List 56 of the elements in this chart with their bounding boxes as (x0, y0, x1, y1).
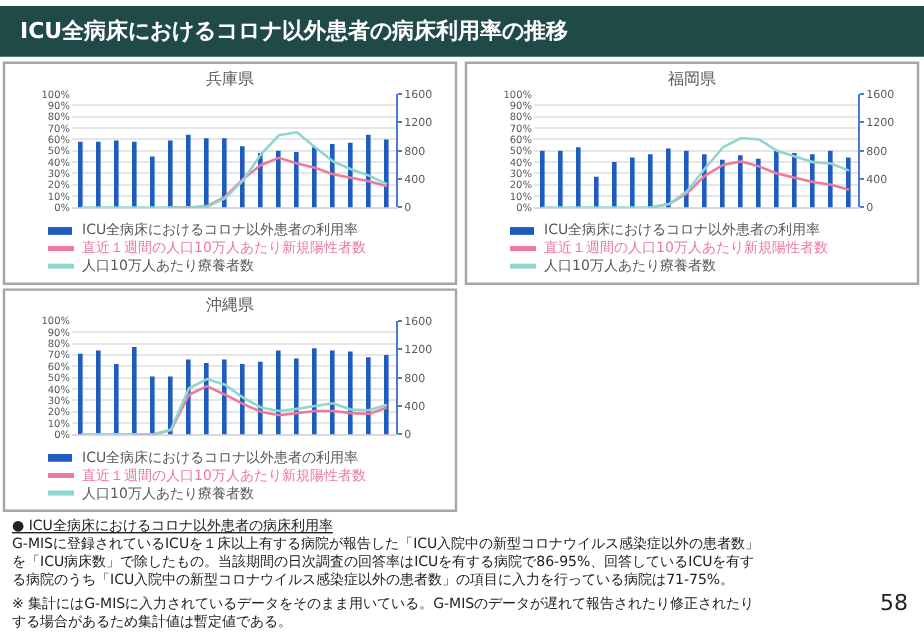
bar (792, 153, 797, 208)
bar (294, 358, 299, 435)
bar (204, 138, 209, 208)
bar (78, 353, 83, 435)
text: ICU全病床におけるコロナ以外患者の病床利用率の推移 (20, 18, 569, 44)
bar (558, 150, 563, 208)
bar (774, 150, 779, 208)
bar (132, 141, 137, 208)
bar (222, 359, 227, 435)
bar (366, 357, 371, 435)
bar (312, 348, 317, 435)
bar (78, 141, 83, 208)
bar (738, 155, 743, 208)
bar (576, 147, 581, 208)
bar (312, 147, 317, 208)
bar (240, 364, 245, 435)
line-series (79, 377, 389, 435)
bar (330, 350, 335, 435)
line-series (79, 131, 389, 208)
bar (294, 151, 299, 208)
bar (666, 148, 671, 208)
bar (594, 176, 599, 208)
bar (240, 146, 245, 208)
bar (648, 154, 653, 208)
bar (348, 351, 353, 435)
bar (114, 140, 119, 208)
bar (348, 142, 353, 208)
bar (204, 362, 209, 435)
bar (366, 134, 371, 208)
chart-title: 兵庫県 (206, 70, 254, 88)
bar (384, 139, 389, 208)
bar (186, 134, 191, 208)
bar (150, 376, 155, 435)
bar (756, 158, 761, 208)
bar (630, 157, 635, 208)
bar (168, 140, 173, 208)
bar (168, 376, 173, 435)
bar (684, 150, 689, 208)
bar (276, 350, 281, 435)
bar (114, 364, 119, 435)
line-series (541, 136, 851, 208)
text: 58 (880, 590, 908, 616)
bar (96, 350, 101, 435)
bar (150, 156, 155, 208)
bar (384, 355, 389, 435)
bar (258, 361, 263, 435)
bar (540, 150, 545, 208)
bar (612, 162, 617, 208)
chart-title: 福岡県 (668, 70, 716, 88)
bar (846, 157, 851, 208)
bar (720, 159, 725, 208)
chart-title: 沖縄県 (206, 296, 254, 314)
bar (96, 141, 101, 208)
bar (222, 138, 227, 208)
bar (276, 150, 281, 208)
bar (132, 347, 137, 435)
